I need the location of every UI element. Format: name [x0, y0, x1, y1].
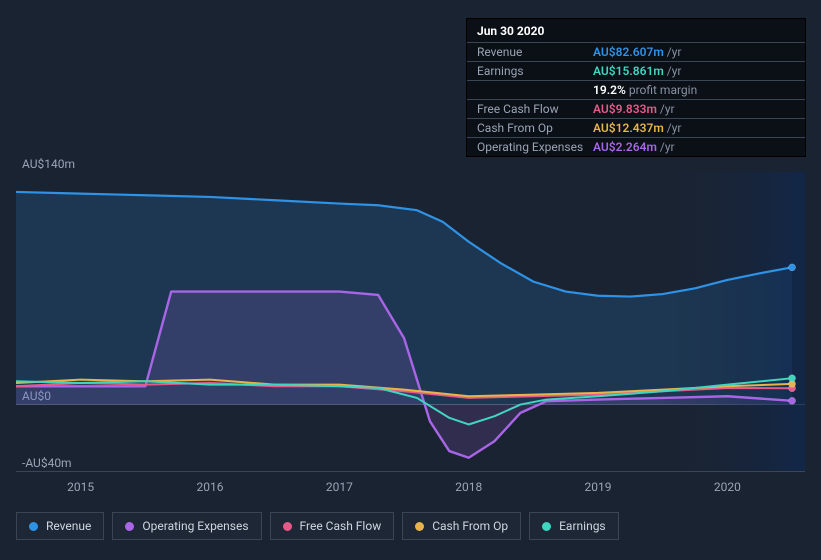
tooltip-row: 19.2%profit margin — [467, 80, 805, 99]
tooltip-row-unit: profit margin — [629, 83, 697, 97]
tooltip-row-unit: /yr — [660, 102, 675, 116]
x-axis-label: 2015 — [67, 480, 94, 494]
tooltip-row-unit: /yr — [667, 45, 682, 59]
x-axis-label: 2018 — [455, 480, 482, 494]
x-axis-label: 2017 — [326, 480, 353, 494]
tooltip-row-label: Earnings — [477, 65, 593, 77]
tooltip-date: Jun 30 2020 — [467, 19, 805, 42]
tooltip-row: Free Cash FlowAU$9.833m/yr — [467, 99, 805, 118]
tooltip-row-value: AU$82.607m — [593, 45, 664, 59]
tooltip-row-label — [477, 84, 593, 96]
tooltip-row-label: Operating Expenses — [477, 141, 593, 153]
legend-dot-icon — [29, 522, 38, 531]
y-axis-label: AU$140m — [22, 157, 75, 171]
legend-item-cfo[interactable]: Cash From Op — [402, 512, 521, 540]
tooltip-row: EarningsAU$15.861m/yr — [467, 61, 805, 80]
x-axis-label: 2020 — [714, 480, 741, 494]
x-axis-label: 2016 — [197, 480, 224, 494]
tooltip-row-value: 19.2% — [593, 83, 626, 97]
x-axis-labels: 2015 2016 2017 2018 2019 2020 — [16, 480, 805, 498]
tooltip-row: RevenueAU$82.607m/yr — [467, 42, 805, 61]
legend-item-opex[interactable]: Operating Expenses — [112, 512, 261, 540]
tooltip-row-unit: /yr — [667, 121, 682, 135]
legend-dot-icon — [415, 522, 424, 531]
tooltip-row-label: Cash From Op — [477, 122, 593, 134]
legend-dot-icon — [125, 522, 134, 531]
legend-item-fcf[interactable]: Free Cash Flow — [270, 512, 395, 540]
tooltip-row-label: Free Cash Flow — [477, 103, 593, 115]
x-axis-label: 2019 — [585, 480, 612, 494]
legend-item-label: Operating Expenses — [142, 519, 248, 533]
legend: Revenue Operating Expenses Free Cash Flow C… — [16, 512, 619, 540]
tooltip-row-value: AU$9.833m — [593, 102, 657, 116]
legend-dot-icon — [542, 522, 551, 531]
tooltip-row-value: AU$15.861m — [593, 64, 664, 78]
legend-item-label: Free Cash Flow — [300, 519, 382, 533]
tooltip-row-value: AU$2.264m — [593, 140, 657, 154]
tooltip-row-unit: /yr — [660, 140, 675, 154]
chart-container: Jun 30 2020 RevenueAU$82.607m/yrEarnings… — [0, 0, 821, 560]
legend-item-label: Cash From Op — [432, 519, 508, 533]
legend-item-earnings[interactable]: Earnings — [529, 512, 619, 540]
legend-item-label: Earnings — [559, 519, 606, 533]
tooltip-panel: Jun 30 2020 RevenueAU$82.607m/yrEarnings… — [466, 18, 806, 157]
legend-dot-icon — [283, 522, 292, 531]
tooltip-row: Operating ExpensesAU$2.264m/yr — [467, 137, 805, 156]
legend-item-label: Revenue — [46, 519, 91, 533]
tooltip-row: Cash From OpAU$12.437m/yr — [467, 118, 805, 137]
plot-area[interactable] — [16, 172, 805, 472]
tooltip-row-unit: /yr — [667, 64, 682, 78]
legend-item-revenue[interactable]: Revenue — [16, 512, 104, 540]
tooltip-row-label: Revenue — [477, 46, 593, 58]
tooltip-row-value: AU$12.437m — [593, 121, 664, 135]
